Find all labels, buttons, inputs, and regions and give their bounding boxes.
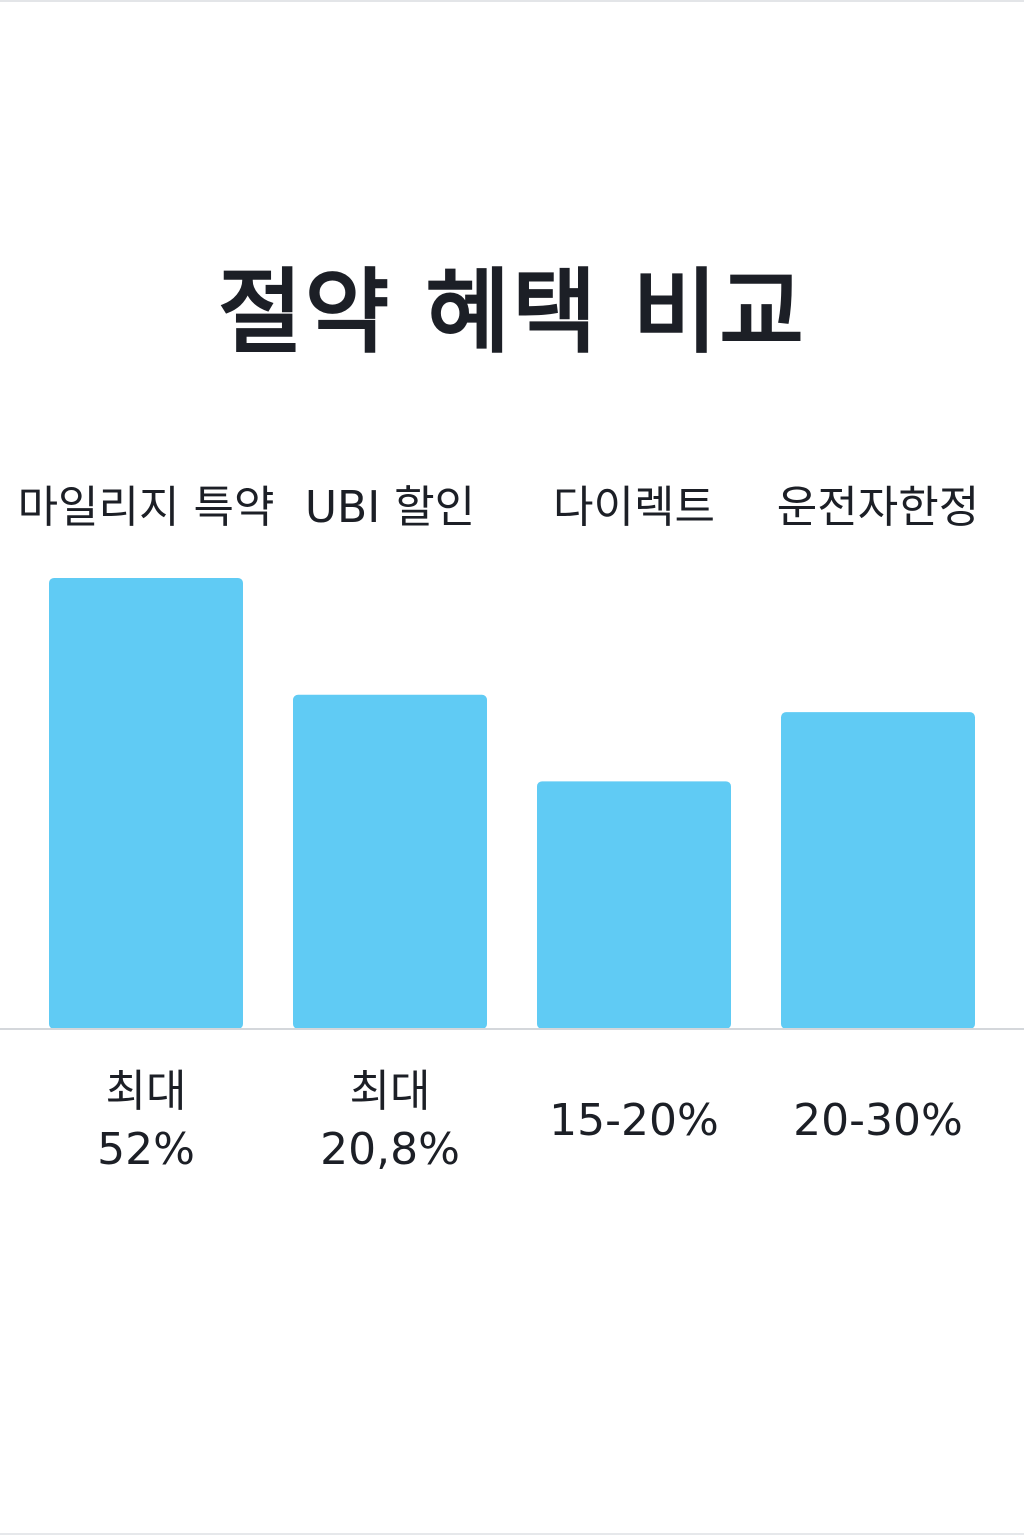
data-label: 20-30% (793, 1095, 963, 1146)
category-labels: 마일리지 특약 UBI 할인 다이렉트 운전자한정 (18, 482, 980, 533)
category-label: 운전자한정 (777, 482, 979, 533)
bar (781, 712, 975, 1029)
data-label: 52% (97, 1124, 195, 1175)
bar (537, 781, 731, 1029)
category-label: UBI 할인 (305, 482, 475, 533)
top-divider (0, 0, 1024, 2)
bar (293, 694, 487, 1029)
bars (49, 577, 975, 1029)
chart-title: 절약 혜택 비교 (218, 259, 806, 366)
data-label: 20,8% (320, 1124, 460, 1175)
data-label: 최대 (106, 1066, 187, 1117)
category-label: 다이렉트 (553, 482, 715, 533)
value-labels: 최대 52% 최대 20,8% 15-20% 20-30% (97, 1066, 963, 1175)
data-label: 최대 (350, 1066, 431, 1117)
bar (49, 577, 243, 1029)
category-label: 마일리지 특약 (18, 482, 275, 533)
bottom-divider (0, 1533, 1024, 1535)
data-label: 15-20% (549, 1095, 719, 1146)
